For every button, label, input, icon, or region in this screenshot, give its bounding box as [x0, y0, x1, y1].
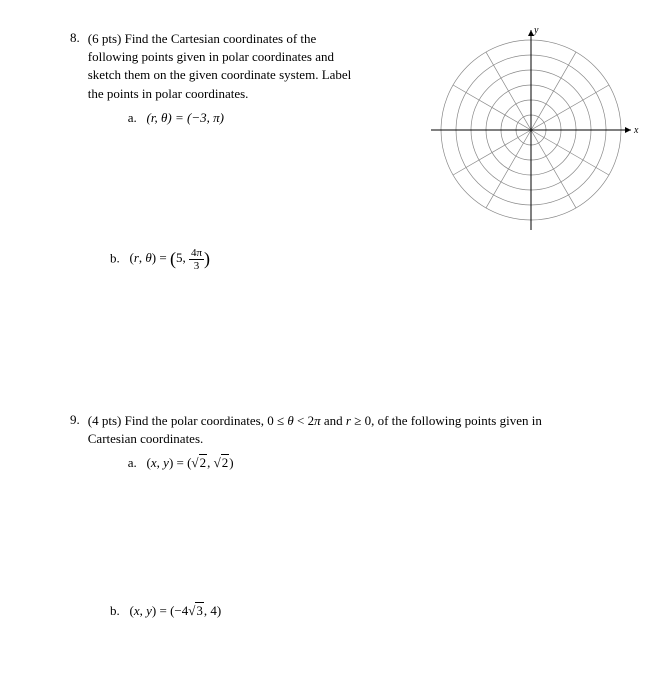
sub-9a-label: a.	[128, 455, 137, 470]
problem-8-body: Find the Cartesian coordinates of the fo…	[88, 31, 352, 101]
sub-9b-expr: (x, y) = (−4√3, 4)	[123, 602, 221, 618]
problem-8: 8. (6 pts) Find the Cartesian coordinate…	[70, 30, 591, 272]
sub-8b-expr: (r, θ) = (5, 4π3)	[123, 250, 210, 265]
problem-9-body: Find the polar coordinates, 0 ≤ θ < 2π a…	[88, 413, 542, 446]
problem-8b: b. (r, θ) = (5, 4π3)	[110, 247, 591, 272]
polar-grid-svg: xy	[421, 20, 641, 240]
sub-8b-label: b.	[110, 250, 120, 265]
problem-number-9: 9.	[70, 412, 80, 428]
problem-9-header: 9. (4 pts) Find the polar coordinates, 0…	[70, 412, 591, 473]
problem-9-text-wrap: (4 pts) Find the polar coordinates, 0 ≤ …	[88, 412, 588, 473]
sub-9b-label: b.	[110, 603, 120, 618]
points-label-9: (4 pts)	[88, 413, 122, 428]
points-label-8: (6 pts)	[88, 31, 122, 46]
problem-9a: a. (x, y) = (√2, √2)	[128, 454, 588, 472]
problem-number-8: 8.	[70, 30, 80, 46]
sub-8a-label: a.	[128, 110, 137, 125]
problem-8-text: (6 pts) Find the Cartesian coordinates o…	[88, 30, 368, 127]
sub-9a-expr: (x, y) = (√2, √2)	[140, 454, 234, 470]
problem-8a: a. (r, θ) = (−3, π)	[128, 109, 368, 127]
svg-text:y: y	[533, 25, 539, 36]
sub-8a-expr: (r, θ) = (−3, π)	[140, 110, 224, 125]
problem-9b: b. (x, y) = (−4√3, 4)	[110, 603, 591, 619]
problem-9: 9. (4 pts) Find the polar coordinates, 0…	[70, 412, 591, 619]
polar-grid: xy	[421, 20, 641, 244]
svg-text:x: x	[633, 125, 639, 136]
